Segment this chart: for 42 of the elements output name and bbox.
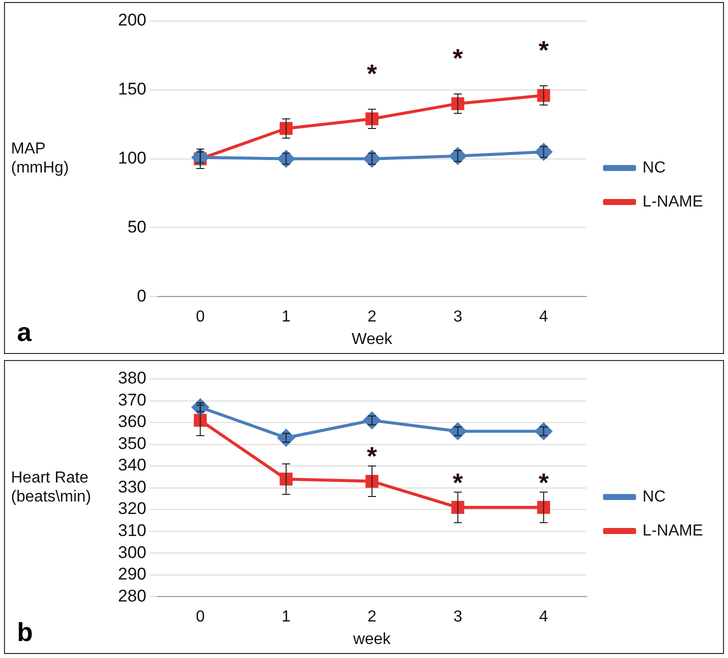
x-tick-label: 0: [196, 608, 205, 626]
annotation: *: [452, 43, 464, 74]
annotation: *: [366, 58, 378, 88]
y-tick-label: 330: [118, 477, 146, 496]
x-tick-label: 2: [368, 308, 376, 326]
x-tick-label: 1: [282, 308, 291, 326]
y-tick-label: 50: [127, 217, 146, 236]
legend-label: L-NAME: [642, 522, 703, 540]
y-tick-label: 380: [118, 368, 146, 388]
annotation: *: [538, 34, 550, 65]
y-tick-label: 340: [118, 456, 146, 475]
x-axis-title: Week: [352, 330, 394, 348]
x-tick-label: 3: [453, 308, 462, 326]
y-tick-label: 300: [118, 542, 146, 562]
x-axis-title: week: [352, 630, 392, 648]
y-tick-label: 200: [118, 10, 146, 30]
x-tick-label: 1: [282, 608, 291, 626]
y-tick-label: 370: [118, 390, 146, 410]
annotation: *: [538, 467, 550, 498]
legend-label: L-NAME: [642, 193, 703, 210]
x-tick-label: 2: [368, 608, 376, 626]
y-tick-label: 320: [118, 499, 146, 518]
x-tick-label: 4: [539, 608, 548, 626]
legend-label: NC: [642, 159, 666, 176]
y-tick-label: 290: [118, 564, 146, 584]
y-axis-title: Heart Rate (beats\min): [11, 470, 92, 506]
annotation: *: [366, 441, 378, 472]
y-tick-label: 280: [118, 586, 146, 606]
y-tick-label: 360: [118, 412, 146, 432]
annotation: *: [452, 467, 464, 498]
x-tick-label: 0: [196, 308, 205, 326]
text: b: [17, 617, 33, 648]
y-tick-label: 350: [118, 434, 146, 453]
legend-label: NC: [642, 488, 666, 506]
y-tick-label: 0: [136, 286, 146, 306]
y-tick-label: 100: [118, 148, 146, 168]
text: a: [17, 317, 32, 348]
x-tick-label: 4: [539, 308, 548, 326]
y-tick-label: 310: [118, 521, 146, 540]
x-tick-label: 3: [453, 608, 462, 626]
y-axis-title: MAP (mmHg): [11, 140, 69, 177]
y-tick-label: 150: [118, 80, 146, 99]
